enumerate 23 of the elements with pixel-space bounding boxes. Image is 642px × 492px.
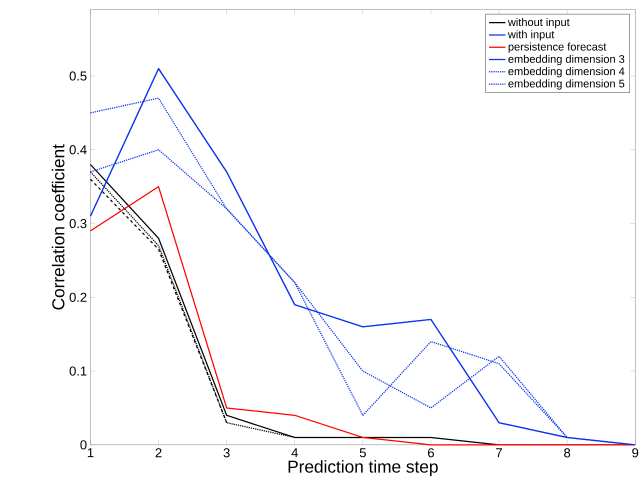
x-tick-label: 2 — [156, 448, 162, 458]
x-axis-title: Prediction time step — [288, 460, 438, 476]
legend-label: with input — [508, 30, 554, 41]
x-tick-label: 4 — [291, 448, 298, 458]
legend-label: embedding dimension 3 — [508, 54, 624, 66]
x-tick-label: 8 — [564, 448, 570, 458]
y-tick-label: 0.1 — [70, 366, 86, 376]
y-tick-label: 0.4 — [70, 145, 87, 154]
y-tick-label: 0.3 — [70, 218, 87, 228]
x-tick-label: 5 — [360, 448, 366, 458]
y-axis-title: Correlation coefficient — [52, 144, 64, 310]
legend-label: persistence forecast — [508, 42, 606, 53]
x-tick-label: 3 — [224, 448, 230, 458]
legend-label: without input — [508, 18, 570, 28]
y-tick-label: 0.5 — [70, 71, 87, 81]
x-tick-label: 7 — [496, 448, 502, 458]
legend-label: embedding dimension 5 — [508, 79, 624, 90]
x-tick-label: 1 — [88, 448, 94, 458]
y-tick-label: 0 — [80, 440, 87, 450]
x-tick-label: 6 — [428, 448, 434, 458]
x-tick-label: 9 — [632, 448, 638, 458]
y-tick-label: 0.2 — [70, 292, 86, 302]
legend-label: embedding dimension 4 — [508, 67, 624, 78]
